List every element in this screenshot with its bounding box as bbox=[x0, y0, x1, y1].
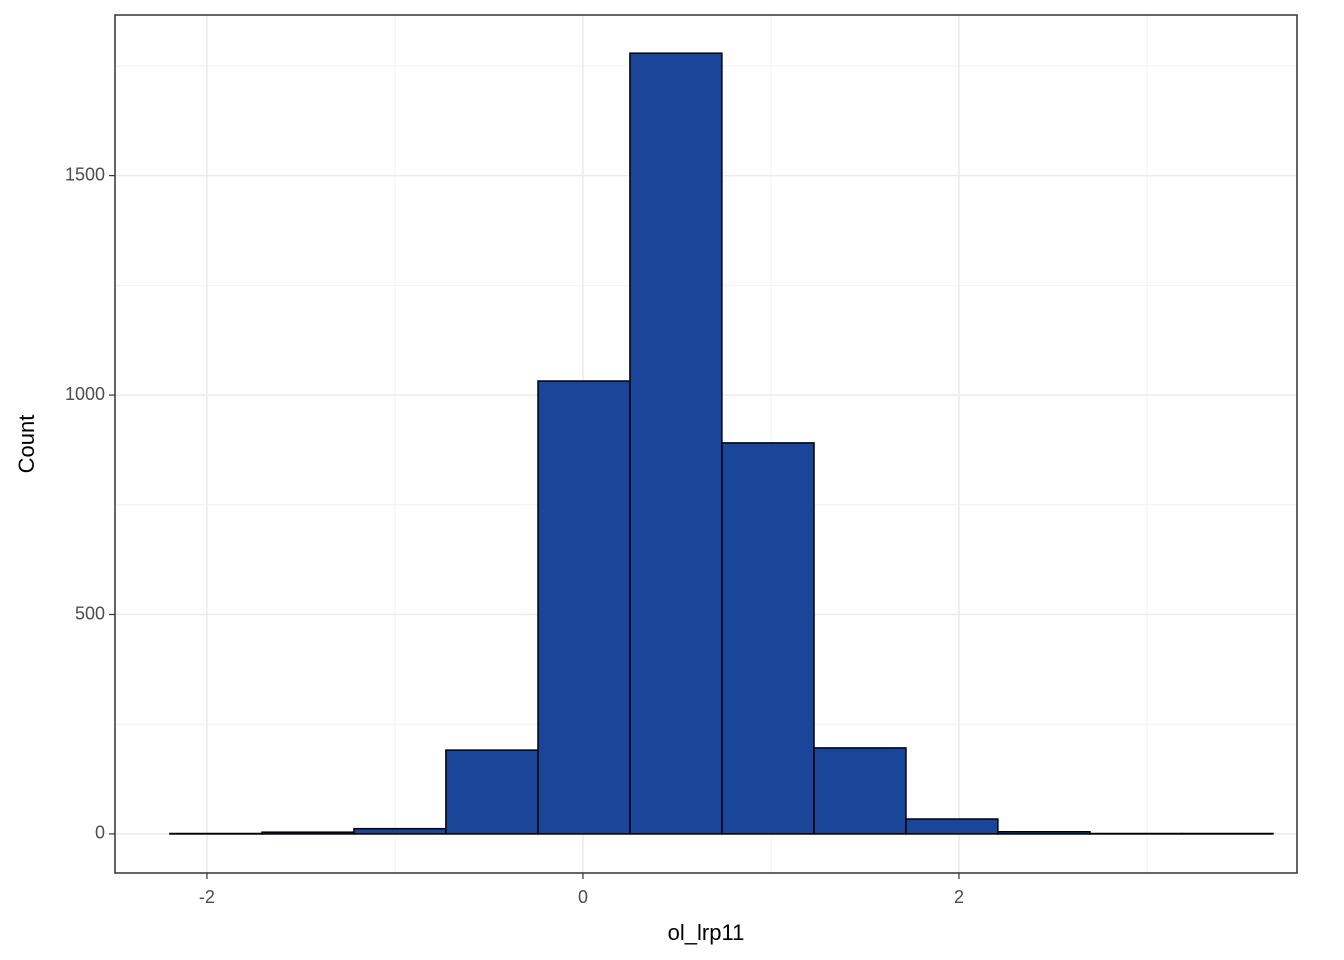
bar bbox=[997, 830, 1091, 835]
y-tick-label: 1000 bbox=[65, 384, 105, 404]
x-axis-title: ol_lrp11 bbox=[668, 920, 745, 945]
bar bbox=[813, 747, 907, 835]
bar bbox=[353, 827, 447, 835]
bar bbox=[721, 442, 815, 835]
panel-border bbox=[114, 14, 1298, 874]
bar bbox=[905, 818, 999, 835]
x-tick-label: 0 bbox=[578, 887, 588, 907]
x-tick-label: 2 bbox=[954, 887, 964, 907]
y-tick-label: 0 bbox=[95, 823, 105, 843]
y-axis-title: Count bbox=[14, 415, 39, 474]
y-tick-label: 500 bbox=[75, 603, 105, 623]
bar bbox=[261, 831, 355, 835]
bar bbox=[629, 52, 723, 835]
bar bbox=[537, 380, 631, 835]
x-tick-label: -2 bbox=[199, 887, 215, 907]
y-tick-label: 1500 bbox=[65, 164, 105, 184]
bar bbox=[445, 749, 539, 835]
